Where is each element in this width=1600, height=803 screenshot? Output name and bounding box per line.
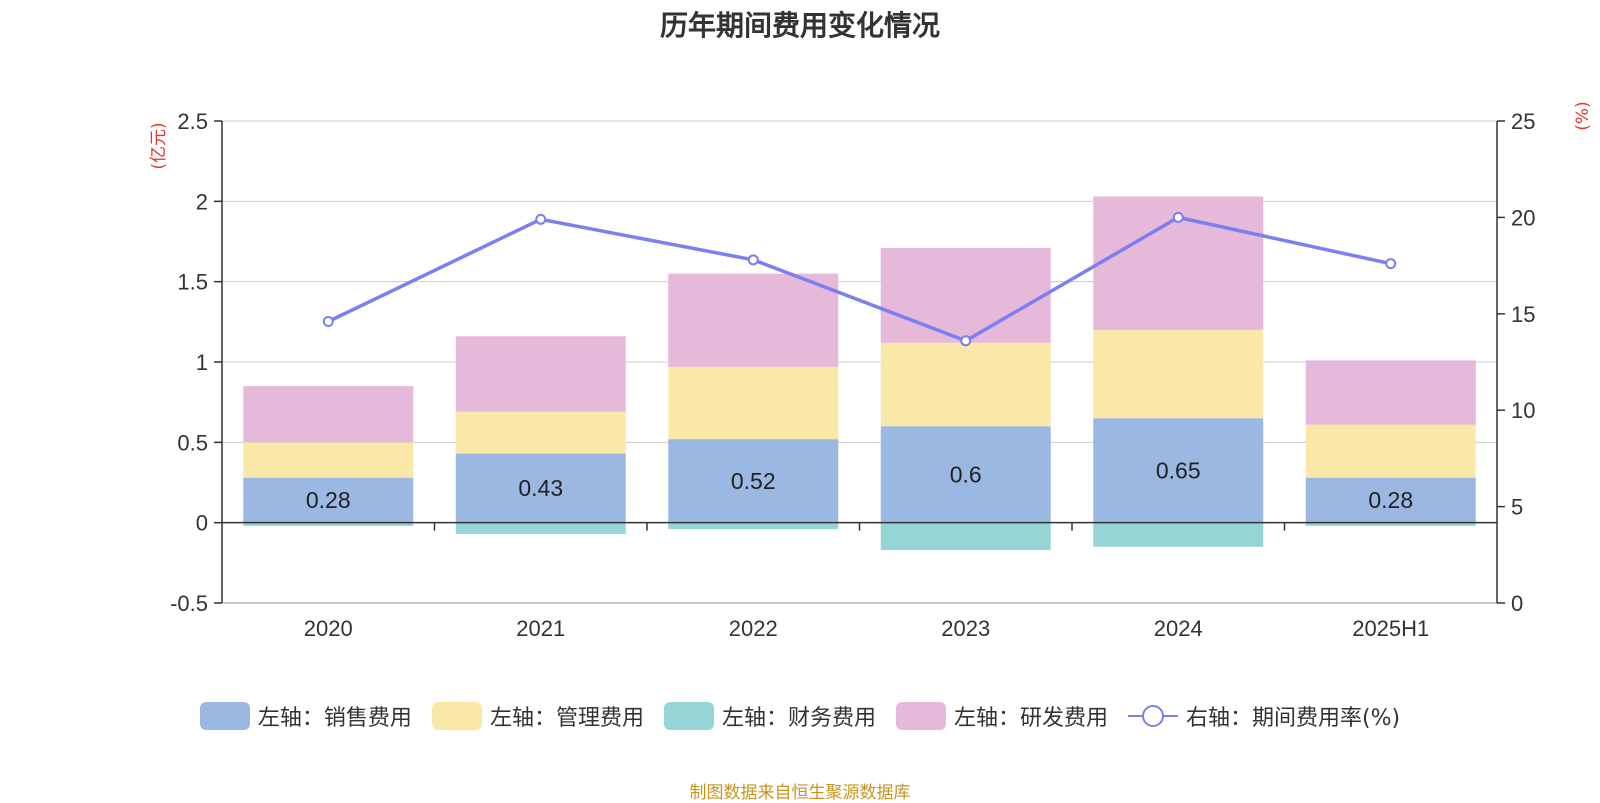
bar-admin-2023 (880, 342, 1051, 427)
sales-data-label: 0.28 (306, 487, 351, 513)
category-label: 2025H1 (1352, 616, 1429, 641)
rate-point-2024 (1172, 211, 1184, 223)
rate-point-2020 (322, 316, 334, 328)
bar-finance-2022 (668, 522, 839, 530)
bar-admin-2022 (668, 366, 839, 440)
bar-sales-2021 (455, 453, 626, 523)
right-tick-label: 15 (1511, 302, 1535, 327)
bar-finance-2024 (1093, 522, 1264, 547)
legend-swatch-rd (895, 702, 946, 730)
left-tick-label: 1.5 (177, 270, 208, 295)
bar-rd-2021 (455, 336, 626, 412)
right-tick-label: 20 (1511, 205, 1535, 230)
bar-finance-2020 (243, 522, 414, 526)
category-label: 2020 (304, 616, 353, 641)
bar-sales-2024 (1093, 418, 1264, 523)
legend-item-finance[interactable]: 左轴：财务费用 (663, 700, 876, 732)
bar-sales-2022 (668, 439, 839, 523)
sales-data-label: 0.43 (518, 475, 563, 501)
sales-data-label: 0.52 (731, 468, 776, 494)
left-tick-label: 1 (196, 350, 208, 375)
legend-line-marker-icon (1127, 705, 1178, 727)
category-label: 2022 (729, 616, 778, 641)
bar-finance-2021 (455, 522, 626, 534)
left-tick-label: 0.5 (177, 430, 208, 455)
rate-line-layer (322, 211, 1397, 347)
legend-label: 左轴：管理费用 (489, 706, 644, 731)
right-tick-label: 0 (1511, 591, 1523, 616)
right-tick-label: 5 (1511, 495, 1523, 520)
left-tick-label: 2 (196, 189, 208, 214)
bar-sales-2025H1 (1305, 477, 1476, 523)
bars-layer (243, 196, 1476, 550)
legend-label: 右轴：期间费用率(%) (1185, 706, 1401, 731)
rate-line (327, 215, 1392, 343)
legend-swatch-admin (431, 702, 482, 730)
left-tick-label: 0 (196, 511, 208, 536)
legend-swatch-finance (663, 702, 714, 730)
legend-line-circle (1141, 705, 1164, 727)
bar-admin-2025H1 (1305, 424, 1476, 478)
right-axis-unit: (%) (1573, 101, 1593, 130)
left-axis-unit: (亿元) (149, 122, 169, 169)
legend-label: 左轴：研发费用 (953, 706, 1108, 731)
right-tick-label: 25 (1511, 109, 1535, 134)
legend-label: 左轴：财务费用 (721, 706, 876, 731)
left-tick-label: -0.5 (170, 591, 208, 616)
left-tick-label: 2.5 (177, 109, 208, 134)
bar-rd-2020 (243, 386, 414, 443)
rate-point-2025H1 (1385, 258, 1397, 270)
rate-point-2021 (535, 213, 547, 225)
axis-layer: -0.5 0 0.5 1 1.5 2 2.5 (亿元) 0 5 10 15 20 25 (%) 2020 202… (149, 101, 1593, 641)
bar-sales-2020 (243, 477, 414, 523)
bar-rd-2023 (880, 247, 1051, 343)
category-label: 2024 (1154, 616, 1203, 641)
bar-rd-2025H1 (1305, 360, 1476, 425)
rate-point-2022 (747, 254, 759, 266)
bar-finance-2023 (880, 522, 1051, 550)
sales-data-label: 0.28 (1368, 487, 1413, 513)
bar-rd-2022 (668, 273, 839, 367)
bar-finance-2025H1 (1305, 522, 1476, 526)
bar-sales-2023 (880, 426, 1051, 523)
legend: 左轴：销售费用 左轴：管理费用 左轴：财务费用 左轴：研发费用 右轴：期间费用率(%) (0, 700, 1600, 732)
legend-item-rd[interactable]: 左轴：研发费用 (895, 700, 1108, 732)
rate-point-2023 (960, 335, 972, 347)
right-tick-label: 10 (1511, 398, 1535, 423)
legend-item-sales[interactable]: 左轴：销售费用 (199, 700, 412, 732)
sales-data-label: 0.65 (1156, 457, 1201, 483)
source-note: 制图数据来自恒生聚源数据库 (689, 783, 911, 803)
sales-data-label: 0.6 (950, 461, 982, 487)
category-label: 2023 (941, 616, 990, 641)
chart-title: 历年期间费用变化情况 (659, 9, 940, 42)
data-label-layer: 0.28 0.43 0.52 0.6 0.65 0.28 (306, 457, 1413, 513)
legend-label: 左轴：销售费用 (257, 706, 412, 731)
category-label: 2021 (516, 616, 565, 641)
bar-admin-2024 (1093, 329, 1264, 419)
legend-swatch-sales (199, 702, 250, 730)
legend-item-rate[interactable]: 右轴：期间费用率(%) (1127, 700, 1401, 732)
bar-admin-2020 (243, 442, 414, 478)
bar-admin-2021 (455, 411, 626, 454)
chart-canvas: -0.5 0 0.5 1 1.5 2 2.5 (亿元) 0 5 10 15 20 25 (%) 2020 202… (149, 101, 1593, 641)
legend-item-admin[interactable]: 左轴：管理费用 (431, 700, 644, 732)
